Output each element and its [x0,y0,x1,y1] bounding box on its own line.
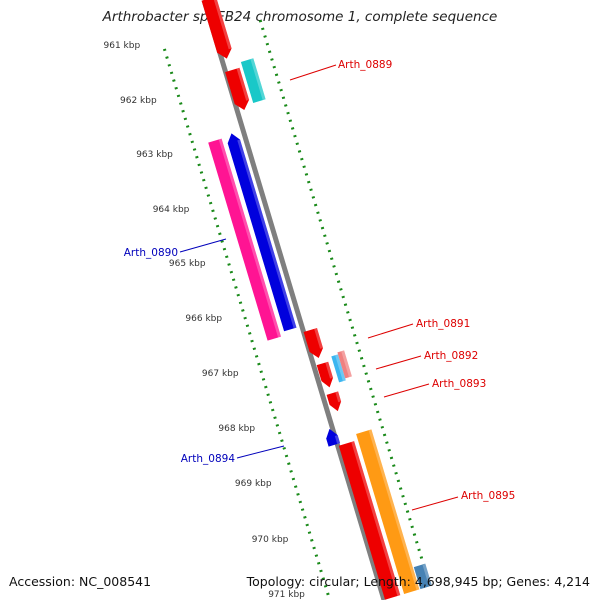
gene-highlight [335,354,346,382]
gene-highlight [218,138,281,338]
leader-line [367,323,414,339]
gene-label: Arth_0895 [461,490,515,502]
scale-tick-label: 967 kbp [202,369,239,379]
scale-tick-label: 970 kbp [252,535,289,545]
gene-highlight [335,391,342,403]
leader-line [375,355,422,370]
leader-line [289,64,337,81]
gene-gene-blue-968 [326,428,341,447]
gene-gene-blue-963 [227,133,297,332]
leader-line [383,383,430,398]
accession-text: Accession: NC_008541 [9,574,152,589]
gene-highlight [314,328,323,349]
gene-label: Arth_0892 [424,350,478,362]
gene-highlight [334,435,341,444]
gene-gene-red-968 [338,441,401,600]
map-title: Arthrobacter sp. FB24 chromosome 1, comp… [102,9,498,25]
gene-label: Arth_0890 [124,247,178,259]
scale-tick-label: 965 kbp [169,259,206,269]
gene-highlight [351,441,401,596]
gene-highlight [236,67,250,101]
gene-gene-cyan-961 [240,58,266,103]
gene-label: Arth_0889 [338,59,392,71]
gene-highlight [237,139,297,329]
gene-label: Arth_0894 [181,453,236,465]
gene-highlight [368,429,420,591]
gene-highlight [422,563,432,587]
gene-gene-red-966a [303,328,323,358]
scale-tick-label: 971 kbp [268,590,305,600]
scale-tick-label: 962 kbp [120,96,157,106]
gene-gene-skyblue-967 [331,354,346,383]
gene-gene-steelblue-971 [413,563,432,590]
gene-gene-red-967 [326,391,342,412]
gene-highlight [213,0,232,50]
tick-row-left [162,48,332,600]
gene-gene-orange-968 [356,429,420,594]
gene-highlight [341,350,352,378]
gene-gene-red-966b [316,361,333,388]
scale-tick-label: 968 kbp [218,424,255,434]
gene-highlight [250,58,266,101]
leader-line [179,238,227,253]
gene-gene-red-top [201,0,232,59]
gene-gene-red-961 [225,67,250,110]
scale-tick-label: 963 kbp [136,150,173,160]
gene-gene-pink-963 [208,138,281,341]
scale-tick-label: 964 kbp [153,205,190,215]
scale-tick-label: 969 kbp [235,479,272,489]
gene-label: Arth_0891 [416,318,470,330]
scale-tick-label: 961 kbp [104,41,141,51]
genome-summary-text: Topology: circular; Length: 4,698,945 bp… [246,574,590,589]
leader-line [411,496,459,511]
scale-tick-label: 966 kbp [185,314,222,324]
gene-highlight [325,361,333,379]
gene-label: Arth_0893 [432,378,486,390]
leader-line [236,445,285,459]
gene-gene-salmon-967 [337,350,352,379]
